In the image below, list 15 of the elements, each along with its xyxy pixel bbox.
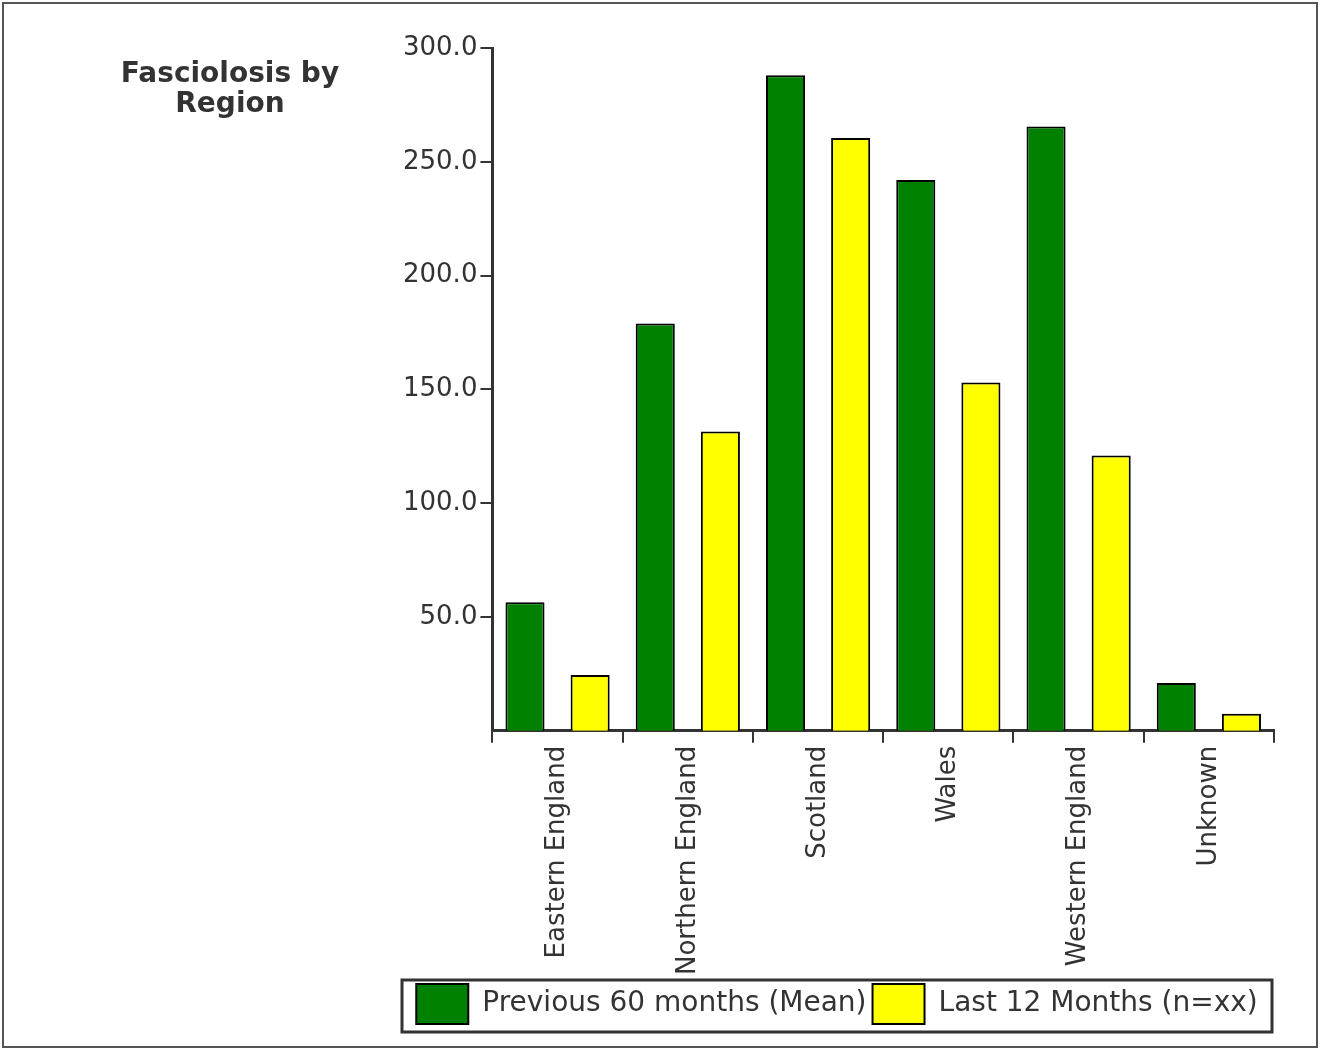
x-tick-label: Eastern England <box>540 745 571 959</box>
x-tick-label: Northern England <box>670 745 701 976</box>
y-tick-label: 100.0 <box>403 485 478 516</box>
y-tick-label: 50.0 <box>419 599 478 630</box>
y-tick-label: 300.0 <box>403 30 478 61</box>
y-tick-label: 150.0 <box>403 372 478 403</box>
x-tick-label: Wales <box>931 745 962 823</box>
y-tick-label: 200.0 <box>403 258 478 289</box>
text: Fasciolosis by Region <box>119 56 341 119</box>
x-tick-label: Unknown <box>1191 745 1222 867</box>
x-tick-label: Scotland <box>800 745 831 859</box>
y-tick-label: 250.0 <box>403 144 478 175</box>
legend-label: Previous 60 months (Mean) <box>482 985 867 1019</box>
x-tick-label: Western England <box>1061 745 1092 967</box>
legend-label: Last 12 Months (n=xx) <box>938 985 1258 1019</box>
